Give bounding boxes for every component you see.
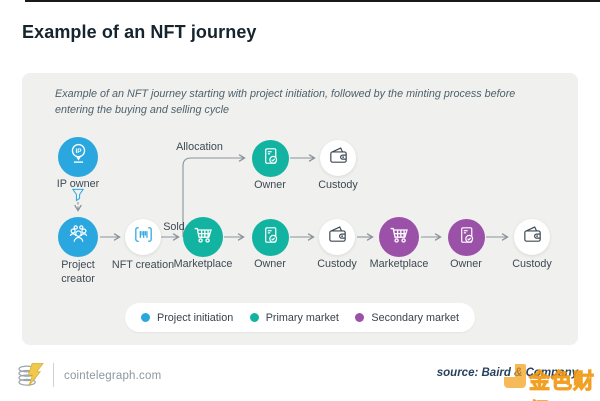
node-label-custody-secondary: Custody bbox=[512, 258, 552, 270]
node-label-owner-allocation: Owner bbox=[254, 179, 286, 191]
node-label-owner-secondary: Owner bbox=[450, 258, 482, 270]
blue-dot-icon bbox=[141, 313, 150, 322]
cointelegraph-logo-icon bbox=[16, 359, 47, 395]
page-title: Example of an NFT journey bbox=[22, 22, 257, 42]
node-custody-allocation bbox=[320, 140, 356, 176]
node-label-custody-primary: Custody bbox=[317, 258, 357, 270]
footer-divider bbox=[53, 363, 54, 387]
diagram-panel bbox=[22, 73, 578, 345]
receipt-check-icon bbox=[259, 224, 282, 252]
node-label-custody-allocation: Custody bbox=[318, 179, 358, 191]
people-group-icon bbox=[66, 222, 91, 252]
legend-label: Project initiation bbox=[157, 311, 234, 324]
teal-dot-icon bbox=[249, 313, 259, 322]
watermark-logo-icon bbox=[500, 361, 528, 395]
node-custody-primary bbox=[319, 219, 355, 255]
node-label-project-creator: Project creator bbox=[61, 259, 95, 286]
wallet-icon bbox=[326, 223, 349, 251]
ip-pin-icon: IP bbox=[66, 142, 91, 172]
node-owner-primary bbox=[252, 219, 289, 256]
description-text: Example of an NFT journey starting with … bbox=[55, 88, 516, 117]
node-label-nft-creation: NFT creation bbox=[111, 259, 175, 271]
legend-item-project-initiation: Project initiation bbox=[141, 312, 233, 324]
receipt-check-icon bbox=[455, 224, 478, 252]
funnel-icon bbox=[70, 187, 86, 207]
edge-label-allocation: Allocation bbox=[176, 141, 223, 153]
wallet-icon bbox=[521, 223, 544, 251]
node-ip-owner: IP bbox=[58, 137, 98, 177]
legend: Project initiation Primary market Second… bbox=[125, 303, 475, 332]
watermark-text: 金色财经 bbox=[528, 369, 595, 401]
purple-dot-icon bbox=[355, 313, 365, 322]
legend-label: Primary market bbox=[265, 311, 339, 324]
node-project-creator bbox=[58, 217, 98, 257]
node-custody-secondary bbox=[514, 219, 550, 255]
barcode-icon bbox=[132, 223, 155, 251]
wallet-icon bbox=[327, 144, 350, 172]
cart-icon bbox=[191, 222, 216, 252]
legend-label: Secondary market bbox=[371, 311, 459, 324]
top-border-line bbox=[25, 0, 600, 2]
edge-label-sold: Sold bbox=[163, 221, 185, 233]
node-label-owner-primary: Owner bbox=[254, 258, 286, 270]
node-label-marketplace-secondary: Marketplace bbox=[369, 258, 429, 270]
node-owner-allocation bbox=[252, 140, 289, 177]
legend-item-primary-market: Primary market bbox=[249, 311, 339, 324]
node-nft-creation bbox=[125, 219, 161, 255]
node-label-marketplace-primary: Marketplace bbox=[173, 258, 233, 270]
node-marketplace-secondary bbox=[379, 217, 419, 257]
svg-text:IP: IP bbox=[75, 148, 82, 155]
site-label: cointelegraph.com bbox=[64, 370, 162, 382]
node-marketplace-primary bbox=[183, 217, 223, 257]
receipt-check-icon bbox=[259, 145, 282, 173]
source-label: source: Baird & Company bbox=[436, 367, 578, 379]
legend-item-secondary-market: Secondary market bbox=[355, 312, 459, 324]
node-owner-secondary bbox=[448, 219, 485, 256]
cart-icon bbox=[387, 222, 412, 252]
node-label-ip-owner: IP owner bbox=[56, 178, 100, 190]
